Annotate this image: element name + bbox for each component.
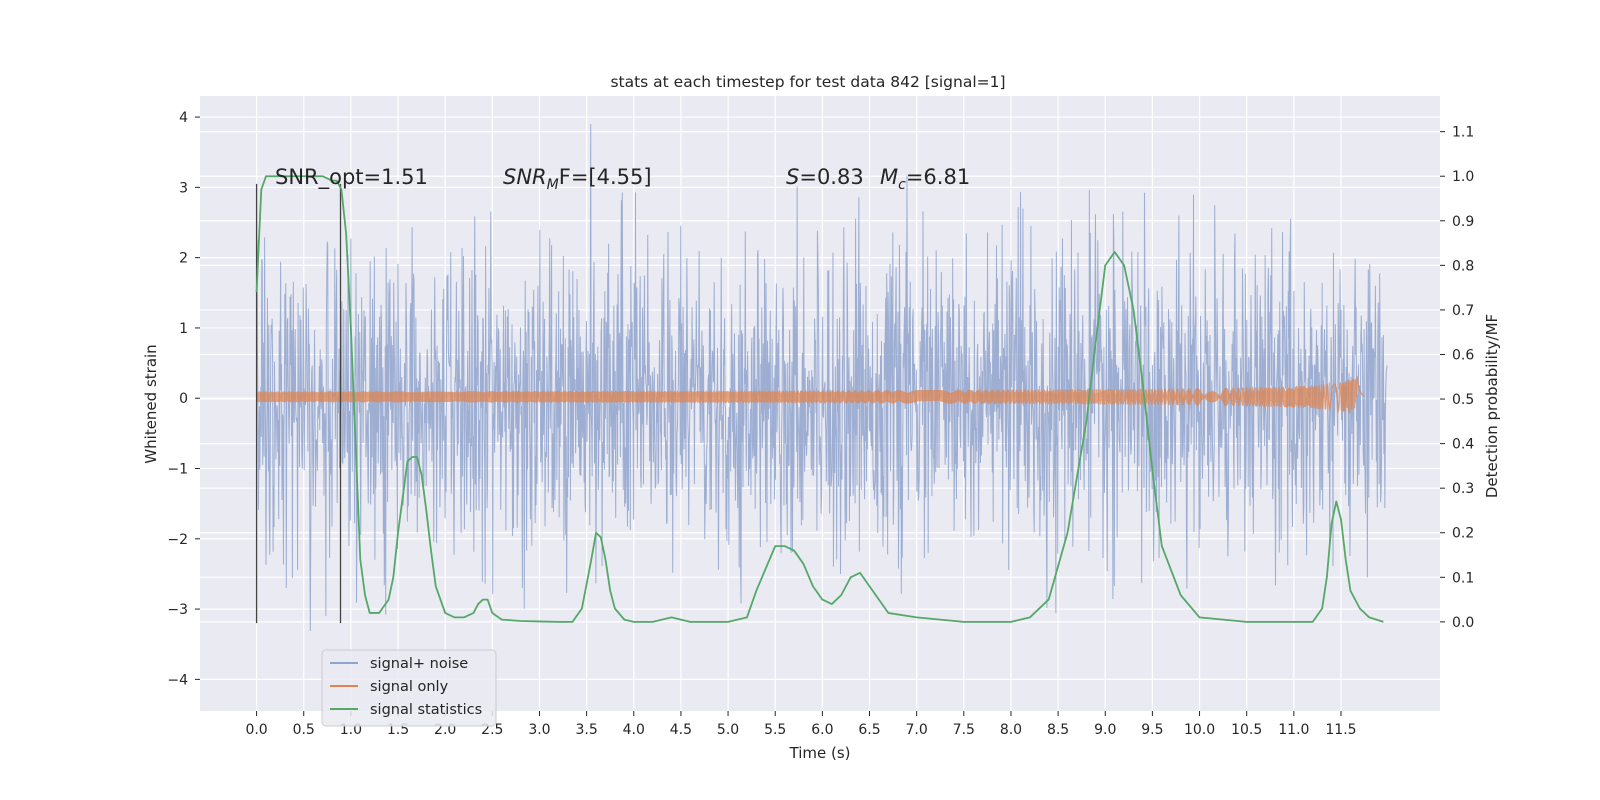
- y-ticks-left: 4 3 2 1 0 −1 −2 −3 −4: [167, 110, 200, 688]
- x-tick-label: 5.5: [764, 722, 786, 738]
- signal-line: [255, 376, 1365, 414]
- legend: signal+ noise signal only signal statist…: [321, 649, 497, 727]
- y-tick-label-right: 0.9: [1452, 214, 1474, 230]
- x-tick-label: 9.5: [1141, 722, 1163, 738]
- noise-line: [256, 124, 1388, 631]
- y-tick-label-left: −4: [167, 672, 188, 688]
- y-tick-label-right: 0.3: [1452, 481, 1474, 497]
- x-tick-label: 6.0: [811, 722, 833, 738]
- y-tick-label-left: 0: [179, 391, 188, 407]
- y-ticks-right: 1.1 1.0 0.9 0.8 0.7 0.6 0.5 0.4 0.3 0.2 0.1 0.0: [1440, 125, 1474, 631]
- y-tick-label-left: 1: [179, 321, 188, 337]
- y-tick-label-left: −3: [167, 602, 188, 618]
- y-tick-label-left: 3: [179, 180, 188, 196]
- noise-series: [256, 124, 1388, 631]
- legend-box: [321, 649, 497, 727]
- x-tick-label: 0.0: [245, 722, 267, 738]
- y-axis-label-right: Detection probability/MF: [1483, 314, 1501, 498]
- annotation-snr-mf: SNRMF=[4.55]: [503, 165, 652, 193]
- stats-line: [255, 175, 1384, 623]
- y-tick-label-left: 2: [179, 251, 188, 267]
- s-value: =0.83: [799, 165, 863, 189]
- legend-label-noise: signal+ noise: [370, 656, 468, 672]
- y-tick-label-right: 0.0: [1452, 615, 1474, 631]
- y-tick-label-right: 0.5: [1452, 392, 1474, 408]
- y-tick-label-right: 1.1: [1452, 125, 1474, 141]
- mc-value: =6.81: [906, 165, 970, 189]
- y-tick-label-right: 0.6: [1452, 347, 1474, 363]
- annotation-s: S=0.83: [786, 165, 864, 189]
- s-label: S: [786, 165, 799, 189]
- annotation-mc: Mc=6.81: [880, 165, 970, 193]
- y-tick-label-right: 1.0: [1452, 169, 1474, 185]
- y-tick-label-right: 0.1: [1452, 570, 1474, 586]
- y-tick-label-left: 4: [179, 110, 188, 126]
- snr-mf-sub: M: [547, 177, 559, 193]
- plot-content: [255, 124, 1388, 631]
- x-tick-label: 8.5: [1047, 722, 1069, 738]
- y-tick-label-left: −1: [167, 462, 188, 478]
- y-axis-label-left: Whitened strain: [142, 344, 160, 463]
- x-tick-label: 5.0: [717, 722, 739, 738]
- signal-series: [255, 376, 1365, 414]
- x-tick-label: 8.0: [1000, 722, 1022, 738]
- y-tick-label-left: −2: [167, 532, 188, 548]
- markers: [255, 183, 342, 624]
- x-tick-label: 7.0: [906, 722, 928, 738]
- y-tick-label-right: 0.7: [1452, 303, 1474, 319]
- x-axis-label: Time (s): [789, 744, 851, 762]
- stats-series: [255, 175, 1384, 623]
- x-tick-label: 6.5: [858, 722, 880, 738]
- mc-sub: c: [898, 177, 906, 193]
- mc-base: M: [880, 165, 898, 189]
- x-tick-label: 10.5: [1231, 722, 1262, 738]
- x-tick-label: 3.5: [575, 722, 597, 738]
- x-tick-label: 7.5: [953, 722, 975, 738]
- x-tick-label: 4.0: [623, 722, 645, 738]
- annotation-snr-opt: SNR_opt=1.51: [275, 165, 428, 190]
- y-tick-label-right: 0.2: [1452, 526, 1474, 542]
- x-tick-label: 0.5: [293, 722, 315, 738]
- x-tick-label: 11.5: [1325, 722, 1356, 738]
- x-tick-label: 4.5: [670, 722, 692, 738]
- legend-label-signal: signal only: [370, 679, 449, 695]
- chart-title: stats at each timestep for test data 842…: [610, 73, 1005, 91]
- legend-label-stats: signal statistics: [370, 702, 482, 718]
- x-tick-label: 10.0: [1184, 722, 1215, 738]
- snr-mf-base: SNR: [503, 165, 547, 189]
- y-tick-label-right: 0.4: [1452, 437, 1474, 453]
- x-tick-label: 9.0: [1094, 722, 1116, 738]
- x-tick-label: 3.0: [528, 722, 550, 738]
- snr-mf-rest: F=[4.55]: [559, 165, 652, 189]
- x-tick-label: 11.0: [1278, 722, 1309, 738]
- y-tick-label-right: 0.8: [1452, 258, 1474, 274]
